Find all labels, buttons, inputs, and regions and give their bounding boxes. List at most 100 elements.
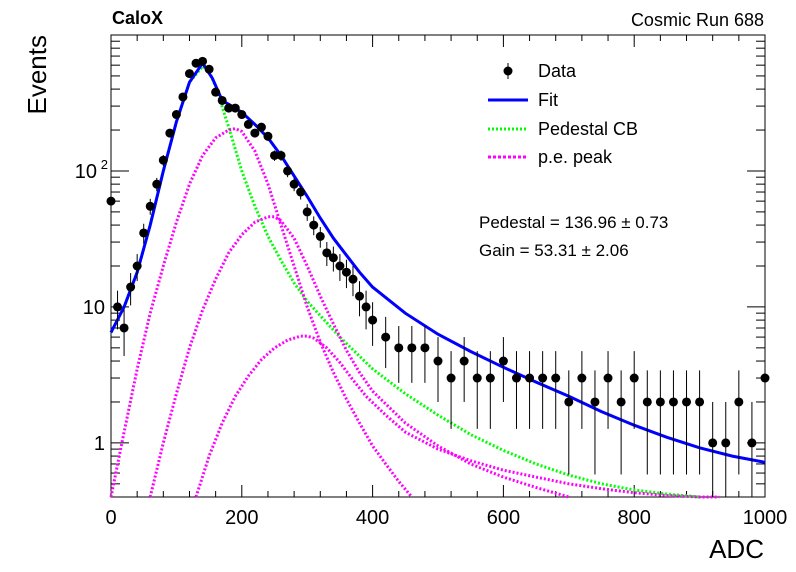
data-point	[564, 397, 574, 407]
data-point	[276, 150, 286, 160]
data-point	[198, 56, 208, 66]
data-point	[361, 302, 371, 312]
data-point	[243, 119, 253, 129]
data-point	[348, 274, 358, 284]
data-point	[237, 110, 247, 120]
data-point	[394, 343, 404, 353]
data-point	[760, 373, 770, 383]
data-point	[446, 373, 456, 383]
data-point	[629, 373, 639, 383]
legend-entry-fit: Fit	[488, 90, 558, 110]
data-point	[420, 343, 430, 353]
data-point	[302, 207, 312, 217]
legend-data-marker	[503, 66, 513, 76]
data-point	[682, 397, 692, 407]
data-point	[230, 103, 240, 113]
data-point	[145, 201, 155, 211]
data-point	[204, 64, 214, 74]
data-point	[341, 267, 351, 277]
data-point	[498, 356, 508, 366]
data-point	[152, 179, 162, 189]
data-point	[695, 397, 705, 407]
data-point	[747, 438, 757, 448]
x-tick-label: 1000	[743, 507, 788, 529]
data-point	[433, 356, 443, 366]
data-point	[525, 373, 535, 383]
curve-fit	[109, 60, 766, 464]
data-point	[289, 179, 299, 189]
experiment-label: CaloX	[112, 8, 163, 28]
y-tick-label: 10	[83, 297, 105, 319]
data-point	[590, 397, 600, 407]
data-point	[708, 438, 718, 448]
legend-label-fit: Fit	[538, 90, 558, 110]
data-point	[132, 261, 142, 271]
data-point	[616, 397, 626, 407]
data-point	[328, 253, 338, 263]
x-tick-label: 400	[356, 507, 389, 529]
data-point	[171, 110, 181, 120]
curve-p-e-peak-2	[148, 215, 570, 499]
y-axis-title: Events	[22, 35, 52, 115]
data-point	[158, 155, 168, 165]
pedestal-result: Pedestal = 136.96 ± 0.73	[479, 213, 668, 232]
data-point	[603, 373, 613, 383]
data-point	[309, 220, 319, 230]
data-point	[335, 261, 345, 271]
legend-entry-data: Data	[503, 61, 577, 81]
data-point	[459, 356, 469, 366]
data-point	[217, 95, 227, 105]
data-point	[184, 69, 194, 79]
data-point	[211, 87, 221, 97]
curve-p-e-peak-3	[194, 334, 720, 499]
data-point	[224, 103, 234, 113]
x-axis-title: ADC	[709, 534, 764, 564]
gain-result: Gain = 53.31 ± 2.06	[479, 241, 629, 260]
legend-label-data: Data	[538, 61, 577, 81]
y-tick-label-exponent: 2	[101, 157, 108, 172]
data-point	[485, 373, 495, 383]
y-tick-label: 10	[75, 161, 97, 183]
x-tick-label: 600	[487, 507, 520, 529]
legend-label-pedestal: Pedestal CB	[538, 119, 638, 139]
data-point	[106, 196, 116, 206]
legend-label-pe-peak: p.e. peak	[538, 147, 613, 167]
data-point	[119, 323, 129, 333]
y-tick-label: 1	[94, 433, 105, 455]
x-tick-labels: 0 200 400 600 800 1000	[105, 507, 787, 529]
data-point	[642, 397, 652, 407]
axis-ticks	[110, 35, 766, 498]
data-point	[551, 373, 561, 383]
data-point	[296, 187, 306, 197]
data-point	[113, 302, 123, 312]
data-point	[668, 397, 678, 407]
data-point	[472, 373, 482, 383]
data-point	[165, 128, 175, 138]
legend: Data Fit Pedestal CB p.e. peak	[488, 61, 638, 167]
data-point	[577, 373, 587, 383]
x-tick-label: 200	[225, 507, 258, 529]
fit-curves	[109, 60, 766, 499]
data-points	[106, 56, 770, 497]
legend-entry-pe-peak: p.e. peak	[488, 147, 613, 167]
plot-frame	[110, 34, 766, 498]
data-point	[315, 231, 325, 241]
data-point	[381, 332, 391, 342]
data-point	[283, 166, 293, 176]
data-point	[126, 282, 136, 292]
legend-entry-pedestal: Pedestal CB	[488, 119, 638, 139]
data-point	[538, 373, 548, 383]
x-tick-label: 800	[618, 507, 651, 529]
data-point	[250, 128, 260, 138]
x-tick-label: 0	[105, 507, 116, 529]
data-point	[511, 373, 521, 383]
data-point	[721, 438, 731, 448]
data-point	[322, 248, 332, 258]
data-point	[256, 122, 266, 132]
data-point	[734, 397, 744, 407]
data-point	[368, 315, 378, 325]
data-point	[178, 92, 188, 102]
data-point	[139, 228, 149, 238]
curve-p-e-peak-1	[109, 127, 413, 498]
